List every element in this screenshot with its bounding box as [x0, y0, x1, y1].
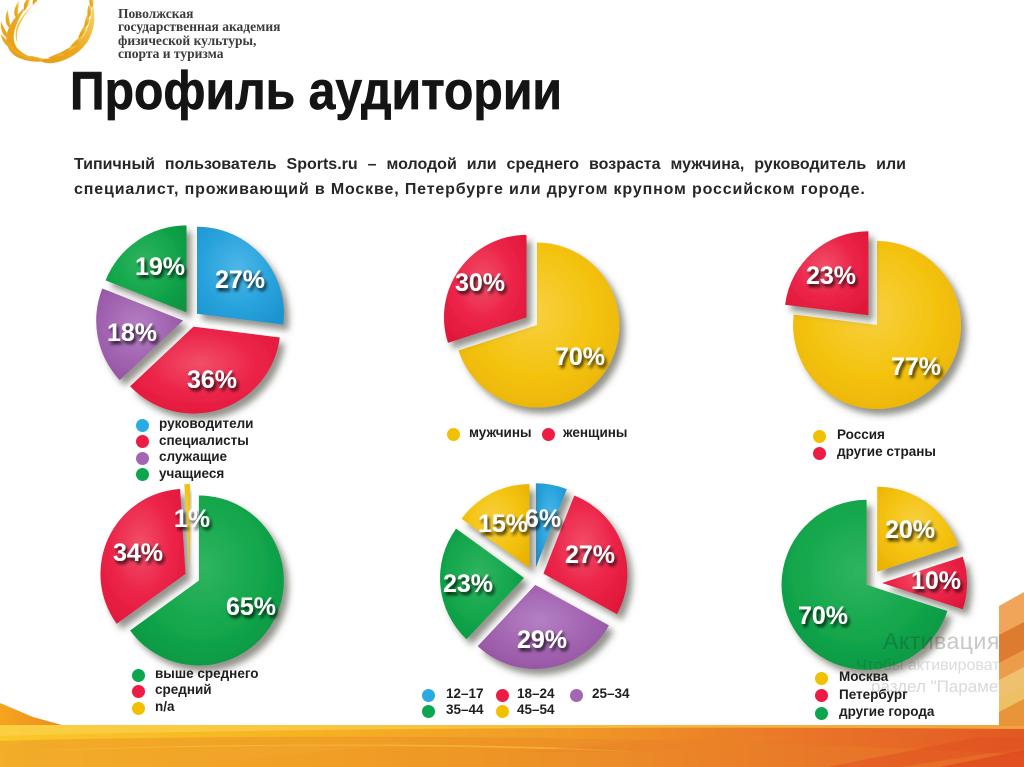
svg-text:Профиль аудитории: Профиль аудитории — [70, 61, 562, 121]
svg-text:20%: 20% — [885, 516, 935, 544]
svg-text:19%: 19% — [135, 253, 185, 281]
svg-text:77%: 77% — [891, 353, 941, 381]
svg-text:65%: 65% — [226, 593, 276, 621]
svg-text:23%: 23% — [806, 262, 856, 290]
svg-text:10%: 10% — [911, 567, 961, 595]
svg-text:18%: 18% — [107, 319, 157, 347]
svg-text:29%: 29% — [517, 626, 567, 654]
svg-text:30%: 30% — [455, 269, 505, 297]
svg-text:70%: 70% — [555, 343, 605, 371]
svg-text:70%: 70% — [798, 602, 848, 630]
svg-text:6%: 6% — [525, 505, 561, 533]
svg-text:15%: 15% — [478, 510, 528, 538]
svg-text:23%: 23% — [443, 570, 493, 598]
svg-text:27%: 27% — [215, 266, 265, 294]
svg-text:36%: 36% — [187, 366, 237, 394]
svg-text:34%: 34% — [113, 539, 163, 567]
svg-text:27%: 27% — [565, 541, 615, 569]
svg-text:1%: 1% — [174, 505, 210, 533]
